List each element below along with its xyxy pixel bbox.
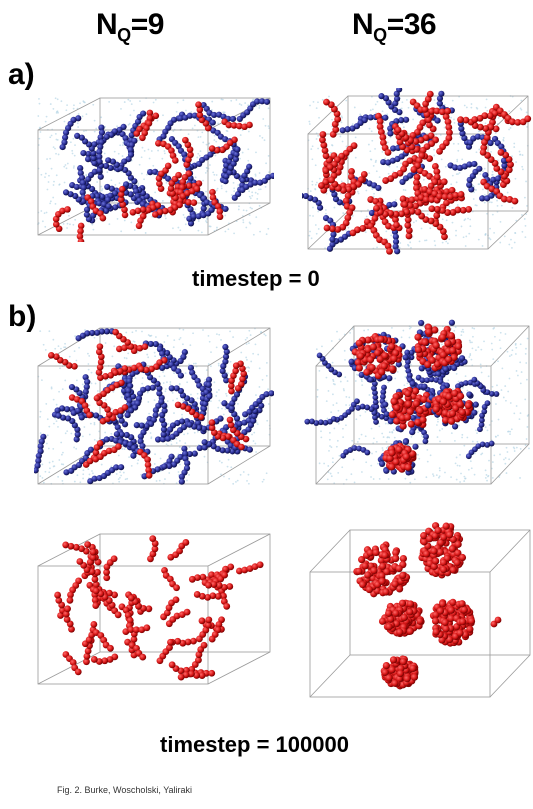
header-value: =9 [130, 8, 165, 41]
sim-box-b-nq36-mixed [302, 318, 533, 498]
header-n: N [96, 8, 118, 41]
sim-box-a-nq9 [34, 92, 274, 242]
simulation-render [34, 327, 274, 485]
sim-box-b-nq9-red [34, 528, 274, 693]
panel-label-b: b) [8, 300, 37, 333]
timestep-label-a: timestep = 0 [192, 266, 320, 291]
sim-box-b-nq36-red [302, 520, 533, 710]
header-n: N [352, 8, 374, 41]
panel-label-a: a) [8, 58, 35, 91]
simulation-render [37, 97, 274, 242]
sim-box-b-nq9-mixed [34, 322, 274, 500]
column-header-nq36: NQ=36 [352, 8, 437, 46]
header-subscript: Q [373, 25, 387, 45]
sim-box-a-nq36 [302, 88, 533, 258]
simulation-render [304, 319, 530, 485]
simulation-render [309, 522, 531, 698]
header-subscript: Q [117, 25, 131, 45]
simulation-render [37, 533, 271, 685]
header-value: =36 [386, 8, 437, 41]
timestep-label-b: timestep = 100000 [160, 732, 349, 757]
figure-caption: Fig. 2. Burke, Woscholski, Yaliraki [57, 785, 193, 795]
column-header-nq9: NQ=9 [96, 8, 164, 46]
simulation-render [302, 88, 532, 255]
